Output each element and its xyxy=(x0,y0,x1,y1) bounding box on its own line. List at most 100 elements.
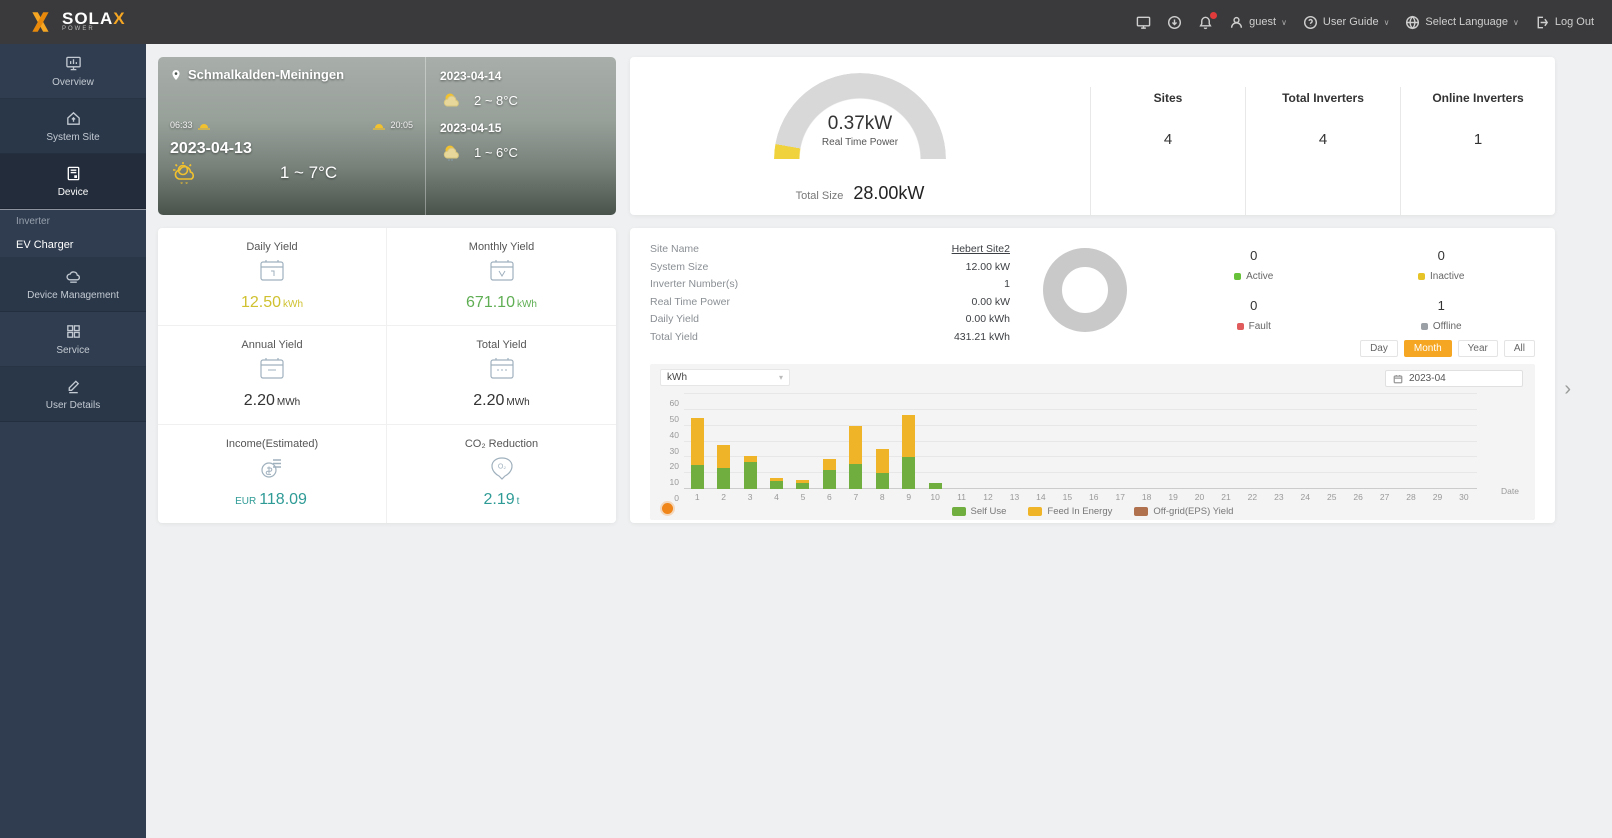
monthly-yield-cell: Monthly Yield 671.10 kWh xyxy=(387,228,616,327)
bar-day-11[interactable] xyxy=(948,394,974,489)
logout-button[interactable]: Log Out xyxy=(1535,15,1594,30)
info-row-inverter-number: Inverter Number(s) 1 xyxy=(650,278,1010,290)
calendar-icon xyxy=(1393,374,1403,383)
cloud-icon xyxy=(65,270,80,283)
bar-day-7[interactable] xyxy=(843,394,869,489)
coins-icon xyxy=(257,455,287,486)
period-day-button[interactable]: Day xyxy=(1360,340,1398,357)
main-content: Schmalkalden-Meiningen 06:33 20:05 2023-… xyxy=(146,44,1612,838)
bar-day-3[interactable] xyxy=(737,394,763,489)
weather-forecast: 2023-04-14 2 ~ 8°C 2023-04-15 1 ~ 6°C xyxy=(426,57,616,215)
date-picker-value: 2023-04 xyxy=(1409,373,1446,384)
bar-day-9[interactable] xyxy=(896,394,922,489)
bar-day-19[interactable] xyxy=(1160,394,1186,489)
bar-day-21[interactable] xyxy=(1213,394,1239,489)
period-year-button[interactable]: Year xyxy=(1457,340,1498,357)
co2-reduction-cell: CO₂ Reduction O₂ 2.19 t xyxy=(387,425,616,523)
chevron-down-icon: ∨ xyxy=(1513,17,1519,27)
notification-bell-icon[interactable] xyxy=(1198,11,1218,30)
bar-day-23[interactable] xyxy=(1266,394,1292,489)
yield-label: Total Yield xyxy=(476,339,527,352)
bar-day-13[interactable] xyxy=(1001,394,1027,489)
bar-day-24[interactable] xyxy=(1292,394,1318,489)
carousel-next-arrow[interactable]: › xyxy=(1564,378,1571,400)
bar-day-12[interactable] xyxy=(975,394,1001,489)
sidebar-item-service[interactable]: Service xyxy=(0,312,146,367)
sidebar-item-user-details[interactable]: User Details xyxy=(0,367,146,422)
sidebar-subitem-inverter[interactable]: Inverter xyxy=(16,216,50,227)
bar-day-8[interactable] xyxy=(869,394,895,489)
bar-day-4[interactable] xyxy=(763,394,789,489)
annual-yield-cell: Annual Yield 2.20 MWh xyxy=(158,326,387,425)
period-month-button[interactable]: Month xyxy=(1403,340,1452,357)
legend-item[interactable]: Self Use xyxy=(951,506,1006,517)
calendar-total-icon xyxy=(487,356,517,387)
bar-day-20[interactable] xyxy=(1186,394,1212,489)
sidebar-item-device[interactable]: Device xyxy=(0,154,146,209)
gauge-arc: 0.37kW Real Time Power xyxy=(774,73,946,161)
status-dot xyxy=(1418,273,1426,280)
user-icon xyxy=(1229,15,1244,30)
info-row-daily-yield: Daily Yield 0.00 kWh xyxy=(650,313,1010,325)
bar-day-5[interactable] xyxy=(790,394,816,489)
info-row-total-yield: Total Yield 431.21 kWh xyxy=(650,330,1010,343)
bar-day-25[interactable] xyxy=(1319,394,1345,489)
site-name-link[interactable]: Hebert Site2 xyxy=(951,243,1010,255)
yield-label: CO₂ Reduction xyxy=(464,438,539,451)
weather-location: Schmalkalden-Meiningen xyxy=(188,67,345,82)
month-date-picker[interactable]: 2023-04 xyxy=(1385,370,1523,387)
sidebar-subitem-ev-charger[interactable]: EV Charger xyxy=(16,239,74,251)
period-all-button[interactable]: All xyxy=(1503,340,1535,357)
co2-icon: O₂ xyxy=(487,455,517,486)
user-guide-label: User Guide xyxy=(1322,16,1379,28)
carousel-dot[interactable] xyxy=(662,503,673,514)
yield-value: EUR 118.09 xyxy=(235,491,307,509)
bar-day-30[interactable] xyxy=(1451,394,1477,489)
unit-select-dropdown[interactable]: kWh ▾ xyxy=(660,369,790,386)
sidebar-item-overview[interactable]: Overview xyxy=(0,44,146,99)
service-grid-icon xyxy=(66,324,80,338)
sidebar-item-device-management[interactable]: Device Management xyxy=(0,257,146,312)
bar-day-28[interactable] xyxy=(1398,394,1424,489)
bar-day-26[interactable] xyxy=(1345,394,1371,489)
weather-today: Schmalkalden-Meiningen 06:33 20:05 2023-… xyxy=(158,57,426,215)
site-info-list: Site Name Hebert Site2 System Size 12.00 … xyxy=(650,242,1010,356)
bar-day-29[interactable] xyxy=(1424,394,1450,489)
bar-day-6[interactable] xyxy=(816,394,842,489)
bar-day-15[interactable] xyxy=(1054,394,1080,489)
bar-day-10[interactable] xyxy=(922,394,948,489)
bar-day-1[interactable] xyxy=(684,394,710,489)
weather-today-temp: 1 ~ 7°C xyxy=(279,163,338,182)
user-guide-menu[interactable]: User Guide ∨ xyxy=(1303,15,1389,30)
download-app-icon[interactable] xyxy=(1167,15,1182,30)
site-icon xyxy=(66,111,80,125)
monitor-icon[interactable] xyxy=(1136,15,1151,30)
period-toggle-group: Day Month Year All xyxy=(1160,340,1535,357)
globe-icon xyxy=(1405,15,1420,30)
info-row-system-size: System Size 12.00 kW xyxy=(650,260,1010,273)
daily-yield-cell: Daily Yield 12.50 kWh xyxy=(158,228,387,327)
status-summary: 0 Active 0 Inactive 0 Fault xyxy=(1160,242,1536,357)
bar-day-18[interactable] xyxy=(1133,394,1159,489)
device-submenu: Inverter EV Charger xyxy=(0,209,146,257)
sun-cloud-icon xyxy=(440,91,464,109)
total-size-value: 28.00kW xyxy=(853,183,925,203)
sidebar: Overview System Site Device Inverter EV … xyxy=(0,44,146,838)
status-inactive: 0 Inactive xyxy=(1348,248,1536,282)
language-menu[interactable]: Select Language ∨ xyxy=(1405,15,1519,30)
bar-day-2[interactable] xyxy=(710,394,736,489)
status-dot xyxy=(1420,323,1428,330)
bar-day-14[interactable] xyxy=(1028,394,1054,489)
yield-label: Income(Estimated) xyxy=(225,438,319,451)
legend-item[interactable]: Off-grid(EPS) Yield xyxy=(1134,506,1233,517)
bar-day-17[interactable] xyxy=(1107,394,1133,489)
sidebar-item-system-site[interactable]: System Site xyxy=(0,99,146,154)
bar-day-22[interactable] xyxy=(1239,394,1265,489)
legend-item[interactable]: Feed In Energy xyxy=(1028,506,1112,517)
x-axis-labels: 1 2 3 4 5 6 7 8 9 10 11 12 13 14 15 16 17 18 19 20 21 22 23 24 2… xyxy=(694,492,1469,502)
bar-day-27[interactable] xyxy=(1371,394,1397,489)
user-menu[interactable]: guest ∨ xyxy=(1229,15,1287,30)
bar-day-16[interactable] xyxy=(1081,394,1107,489)
stat-label: Sites xyxy=(1153,91,1183,105)
